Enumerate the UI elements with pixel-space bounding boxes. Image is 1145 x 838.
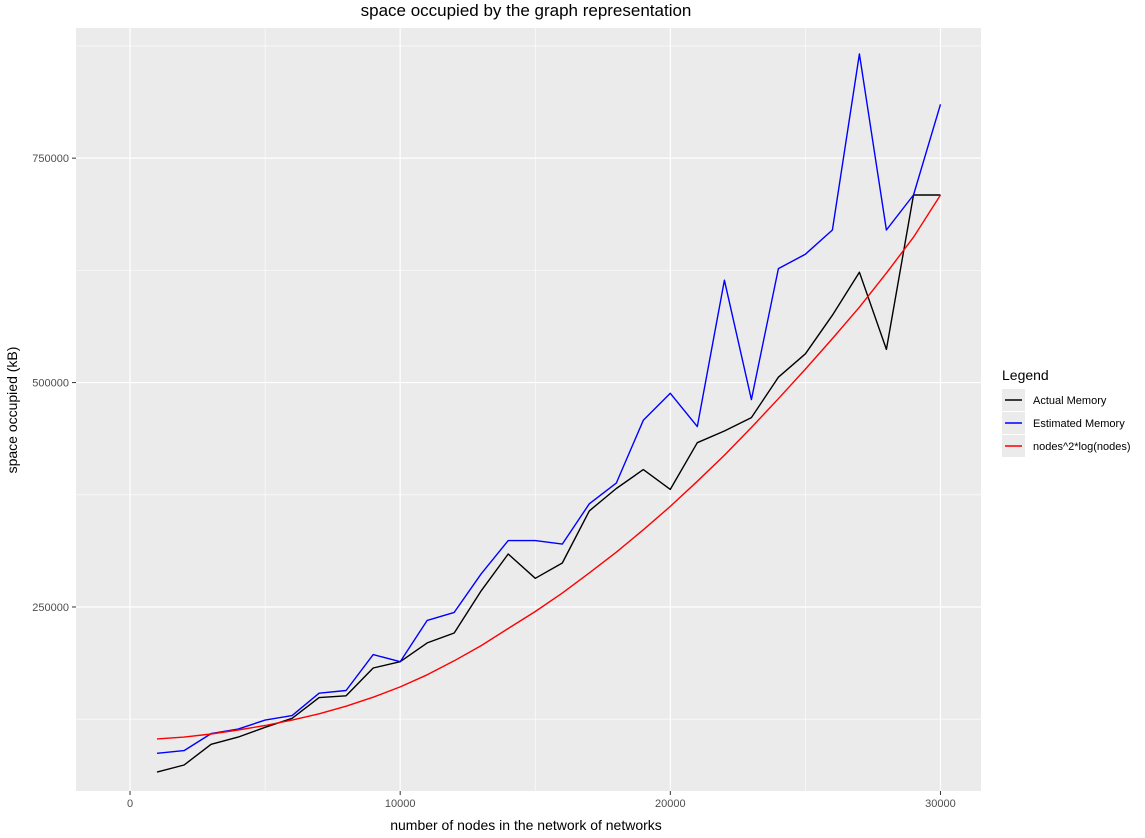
series-lines: [156, 53, 942, 773]
x-tick-label: 30000: [925, 798, 956, 810]
legend-label: nodes^2*log(nodes): [1033, 441, 1131, 453]
chart-title: space occupied by the graph representati…: [361, 1, 692, 20]
x-tick-label: 10000: [385, 798, 416, 810]
x-tick-label: 0: [127, 798, 133, 810]
y-tick-label: 500000: [32, 378, 69, 390]
legend-label: Estimated Memory: [1033, 418, 1125, 430]
series-line-1: [156, 53, 942, 754]
legend-label: Actual Memory: [1033, 395, 1107, 407]
axis-ticks: [72, 157, 941, 795]
plot-panel: [76, 28, 981, 791]
x-tick-labels: 0 10000 20000 30000: [127, 798, 956, 810]
y-axis-title: space occupied (kB): [4, 347, 20, 474]
series-line-0: [156, 194, 941, 773]
minor-gridlines: [76, 28, 981, 791]
major-gridlines: [76, 28, 981, 791]
legend: Legend Actual Memory Estimated Memory node…: [1002, 367, 1131, 457]
x-tick-label: 20000: [655, 798, 686, 810]
legend-title: Legend: [1002, 367, 1049, 383]
x-axis-title: number of nodes in the network of networ…: [390, 817, 662, 833]
y-tick-label: 250000: [32, 602, 69, 614]
series-line-2: [156, 194, 942, 740]
y-tick-label: 750000: [32, 153, 69, 165]
y-tick-labels: 250000 500000 750000: [32, 153, 69, 614]
